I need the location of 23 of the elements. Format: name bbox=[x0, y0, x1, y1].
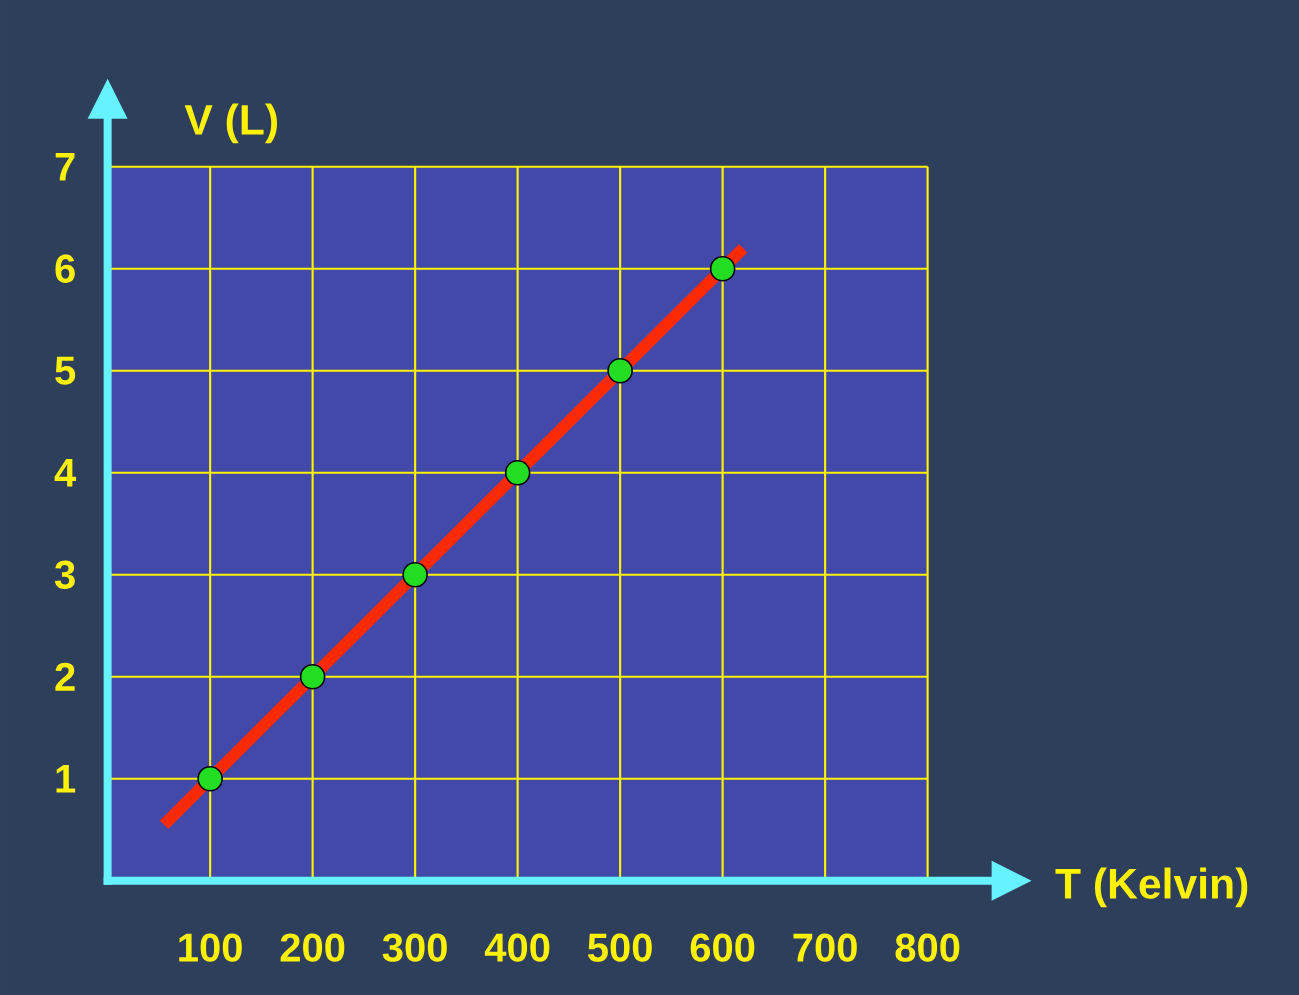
x-tick-label: 400 bbox=[484, 933, 550, 962]
x-tick-label: 200 bbox=[280, 933, 345, 962]
x-tick-label: 500 bbox=[587, 933, 652, 962]
x-tick-label: 700 bbox=[793, 933, 857, 962]
x-tick-label: 800 bbox=[895, 933, 960, 962]
y-tick-label: 4 bbox=[54, 458, 77, 487]
x-tick-label: 100 bbox=[179, 933, 242, 962]
y-tick-label: 6 bbox=[55, 254, 75, 283]
y-tick-label: 7 bbox=[55, 152, 75, 181]
point bbox=[709, 255, 736, 282]
y-tick-label: 1 bbox=[56, 764, 76, 793]
y-tick-label: 3 bbox=[54, 560, 75, 589]
x-tick-label: 600 bbox=[690, 933, 755, 962]
y-tick-label: 2 bbox=[55, 662, 75, 691]
point bbox=[402, 561, 428, 588]
x-axis-title: T (Kelvin) bbox=[1055, 867, 1248, 908]
point bbox=[504, 459, 531, 486]
y-tick-label: 5 bbox=[55, 356, 76, 385]
point bbox=[299, 663, 326, 690]
point bbox=[197, 765, 223, 792]
x-tick-label: 300 bbox=[382, 933, 447, 962]
point bbox=[607, 357, 633, 384]
y-axis-title: V (L) bbox=[184, 103, 277, 144]
